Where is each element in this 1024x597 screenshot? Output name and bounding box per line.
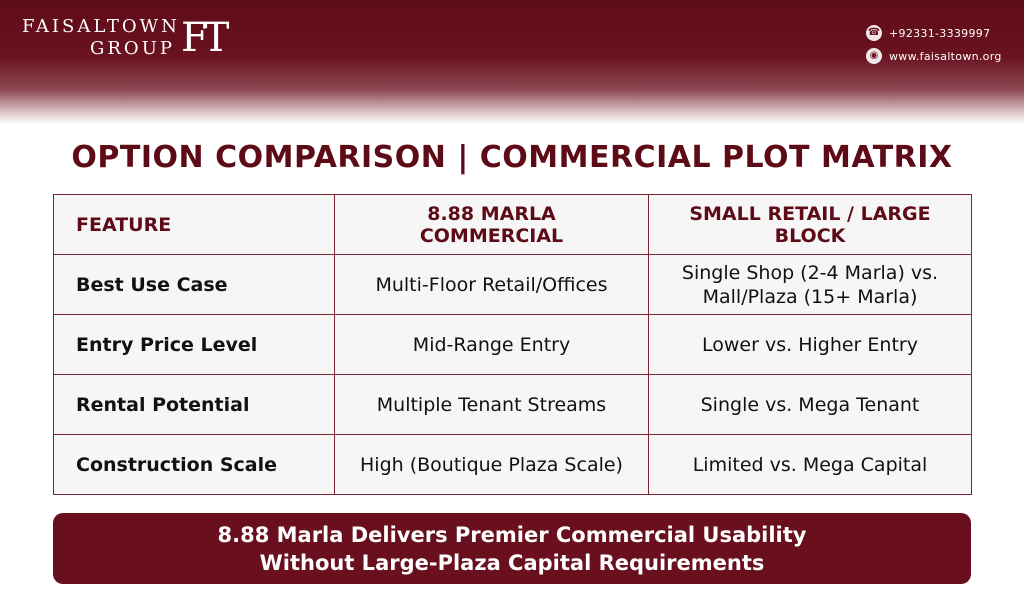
brand-wordmark: FAISALTOWN GROUP: [22, 16, 180, 60]
summary-banner: 8.88 Marla Delivers Premier Commercial U…: [53, 513, 971, 584]
marla-cell: High (Boutique Plaza Scale): [334, 434, 649, 495]
table-row: Entry Price Level Mid-Range Entry Lower …: [53, 314, 972, 375]
header-band: FAISALTOWN GROUP FT ☎ +92331-3339997 ◉ w…: [0, 0, 1024, 125]
other-cell: Limited vs. Mega Capital: [648, 434, 972, 495]
feature-cell: Best Use Case: [53, 254, 335, 315]
column-header-feature: FEATURE: [53, 194, 335, 255]
page-title: OPTION COMPARISON | COMMERCIAL PLOT MATR…: [71, 140, 953, 175]
banner-line-2: Without Large-Plaza Capital Requirements: [259, 550, 765, 575]
phone-number: +92331-3339997: [889, 26, 991, 40]
other-cell: Single vs. Mega Tenant: [648, 374, 972, 435]
feature-cell: Entry Price Level: [53, 314, 335, 375]
banner-line-1: 8.88 Marla Delivers Premier Commercial U…: [217, 522, 807, 547]
website-link[interactable]: www.faisaltown.org: [889, 49, 1002, 63]
other-cell-line2: Mall/Plaza (15+ Marla): [702, 285, 918, 308]
marla-cell: Multiple Tenant Streams: [334, 374, 649, 435]
other-cell: Lower vs. Higher Entry: [648, 314, 972, 375]
phone-icon: ☎: [866, 25, 882, 41]
column-header-other: SMALL RETAIL / LARGE BLOCK: [648, 194, 972, 255]
brand-name: FAISALTOWN: [22, 16, 180, 37]
logo: FT: [181, 15, 230, 61]
feature-cell: Construction Scale: [53, 434, 335, 495]
website-row: ◉ www.faisaltown.org: [866, 47, 1002, 65]
table-row: Rental Potential Multiple Tenant Streams…: [53, 374, 972, 435]
comparison-table: FEATURE 8.88 MARLA COMMERCIAL SMALL RETA…: [53, 194, 972, 495]
table-row: Best Use Case Multi-Floor Retail/Offices…: [53, 254, 972, 315]
brand-suffix: GROUP: [90, 38, 175, 59]
feature-cell: Rental Potential: [53, 374, 335, 435]
other-cell-line1: Single Shop (2-4 Marla) vs.: [681, 261, 939, 284]
table-row: Construction Scale High (Boutique Plaza …: [53, 434, 972, 495]
contact-info: ☎ +92331-3339997 ◉ www.faisaltown.org: [866, 24, 1002, 70]
column-header-marla: 8.88 MARLA COMMERCIAL: [334, 194, 649, 255]
globe-icon: ◉: [866, 48, 882, 64]
phone-row: ☎ +92331-3339997: [866, 24, 1002, 42]
marla-cell: Multi-Floor Retail/Offices: [334, 254, 649, 315]
table-header-row: FEATURE 8.88 MARLA COMMERCIAL SMALL RETA…: [53, 194, 972, 255]
other-cell: Single Shop (2-4 Marla) vs. Mall/Plaza (…: [648, 254, 972, 315]
marla-cell: Mid-Range Entry: [334, 314, 649, 375]
